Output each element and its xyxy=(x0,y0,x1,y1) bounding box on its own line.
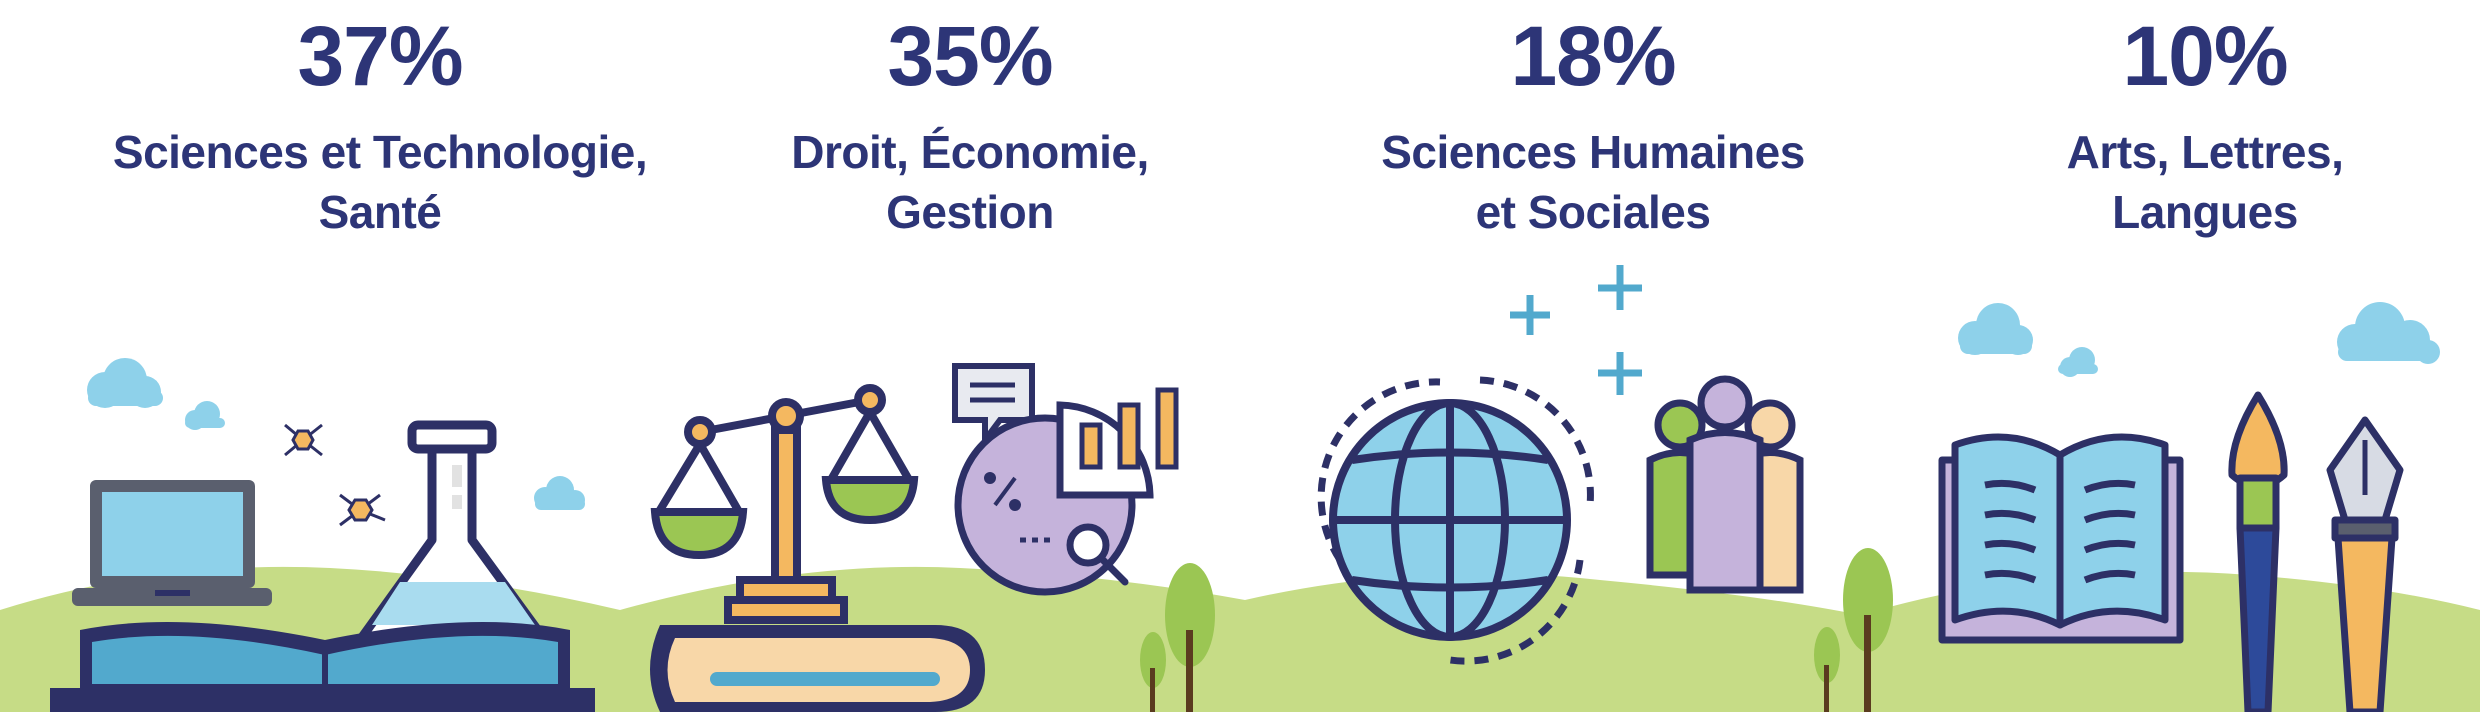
book-stack-icon xyxy=(650,625,985,712)
category-label-line: Gestion xyxy=(886,186,1054,238)
percent-value: 37% xyxy=(297,9,463,103)
molecule-icon xyxy=(284,423,386,527)
bar-chart-icon xyxy=(1079,387,1179,470)
cloud-icon xyxy=(2337,302,2440,364)
sparkle-icon xyxy=(1510,265,1642,395)
cloud-icon xyxy=(1958,303,2033,355)
category-label: Arts, Lettres, Langues xyxy=(1895,122,2480,242)
category-label-line: Droit, Économie, xyxy=(791,126,1149,178)
percent-value: 10% xyxy=(2122,9,2288,103)
paintbrush-icon xyxy=(2228,391,2288,712)
flask-icon xyxy=(355,420,550,645)
category-label-line: Sciences Humaines xyxy=(1381,126,1805,178)
category-label-line: Arts, Lettres, xyxy=(2066,126,2344,178)
category-label-line: Langues xyxy=(2112,186,2298,238)
fountain-pen-icon xyxy=(2326,416,2404,712)
category-humanities: 18% Sciences Humaines et Sociales xyxy=(1283,0,1903,242)
tree-icon xyxy=(1814,548,1893,712)
speech-bubble-icon xyxy=(952,363,1035,449)
category-arts: 10% Arts, Lettres, Langues xyxy=(1895,0,2480,242)
category-label-line: et Sociales xyxy=(1475,186,1711,238)
percent-value: 35% xyxy=(887,9,1053,103)
cloud-icon xyxy=(185,401,225,430)
category-science: 37% Sciences et Technologie, Santé xyxy=(70,0,690,242)
cloud-icon xyxy=(87,358,163,408)
scale-icon xyxy=(650,384,919,624)
open-book-icon xyxy=(50,622,595,712)
category-label-line: Santé xyxy=(318,186,442,238)
magnifier-icon xyxy=(1066,523,1129,586)
category-law-economics: 35% Droit, Économie, Gestion xyxy=(660,0,1280,242)
category-label: Sciences Humaines et Sociales xyxy=(1283,122,1903,242)
cloud-icon xyxy=(2058,347,2098,377)
category-label: Droit, Économie, Gestion xyxy=(660,122,1280,242)
laptop-icon xyxy=(72,480,272,606)
cloud-icon xyxy=(534,476,585,510)
people-group-icon xyxy=(1646,375,1804,594)
category-label: Sciences et Technologie, Santé xyxy=(70,122,690,242)
category-label-line: Sciences et Technologie, xyxy=(112,126,648,178)
open-book-icon xyxy=(1938,433,2184,644)
globe-icon xyxy=(1329,399,1571,641)
rotate-arrows-icon xyxy=(1317,376,1594,665)
tree-icon xyxy=(1140,563,1215,712)
percent-value: 18% xyxy=(1510,9,1676,103)
